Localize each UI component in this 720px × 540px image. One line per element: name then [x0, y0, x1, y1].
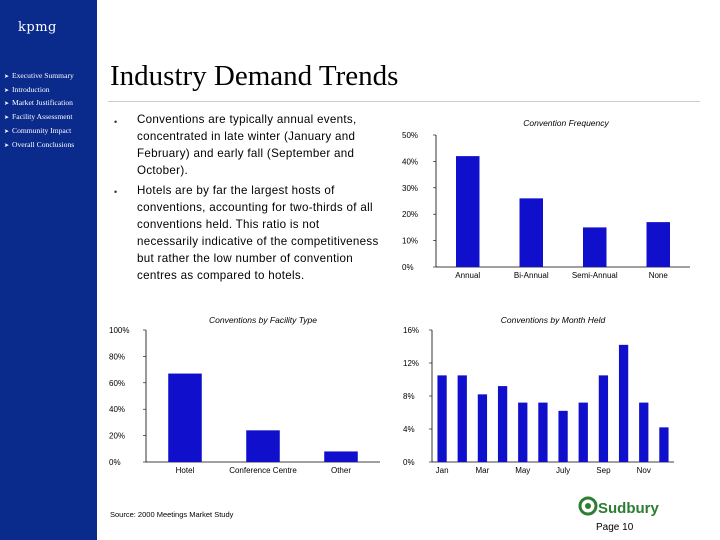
y-tick-label: 80% [109, 352, 125, 361]
chart-month-held: Conventions by Month Held 0% 4% 8% 12% 16% Jan… [392, 313, 682, 483]
sudbury-brand: Sudbury [598, 500, 659, 517]
x-tick-label: Hotel [176, 466, 195, 475]
sidebar: kpmg ➤ Executive Summary ➤ Introduction ➤ M… [0, 0, 97, 540]
bar-aug [578, 402, 588, 462]
bar-semi-annual [583, 227, 607, 267]
bar-conference-centre [246, 430, 280, 462]
source-note: Source: 2000 Meetings Market Study [110, 510, 234, 519]
arrow-icon: ➤ [4, 87, 10, 94]
chart-month-held-svg: Conventions by Month Held 0% 4% 8% 12% 16% Jan… [403, 315, 674, 475]
chart-title: Conventions by Month Held [501, 315, 606, 325]
y-tick-label: 30% [402, 184, 418, 193]
y-tick-label: 16% [403, 326, 419, 335]
bullet-marker-2: • [114, 187, 118, 197]
x-tick-label: Nov [637, 466, 651, 475]
chart-convention-frequency-svg: Convention Frequency 0% 10% 20% 30% 40% 50% Ann… [402, 118, 690, 280]
bullet-hotel-share: Hotels are by far the largest hosts of c… [137, 184, 379, 282]
bar-oct [618, 344, 629, 462]
x-tick-label: Bi-Annual [514, 271, 549, 280]
bar-july [558, 410, 568, 462]
y-tick-label: 4% [403, 425, 415, 434]
bullet-marker-1: • [114, 117, 118, 127]
nav-item-label: Facility Assessment [12, 112, 73, 122]
bar-dec [659, 427, 669, 462]
x-tick-label: Semi-Annual [572, 271, 618, 280]
bar-bi-annual [519, 198, 543, 267]
company-logo: kpmg [18, 20, 57, 35]
nav-item-introduction[interactable]: ➤ Introduction [4, 84, 74, 98]
arrow-icon: ➤ [4, 142, 10, 149]
bar-hotel [168, 373, 202, 462]
y-tick-label: 0% [402, 263, 414, 272]
bar-mar [477, 394, 488, 462]
x-tick-label: Mar [476, 466, 490, 475]
x-tick-label: May [515, 466, 530, 475]
bar-sep [598, 375, 609, 462]
title-divider [108, 101, 700, 102]
bar-jan [437, 375, 447, 462]
nav-item-overall-conclusions[interactable]: ➤ Overall Conclusions [4, 139, 74, 153]
arrow-icon: ➤ [4, 128, 10, 135]
x-tick-label: None [649, 271, 669, 280]
sudbury-logo-icon [578, 496, 598, 516]
bar-jun [538, 402, 548, 462]
nav-item-executive-summary[interactable]: ➤ Executive Summary [4, 70, 74, 84]
bar-nov [639, 402, 649, 462]
nav-item-community-impact[interactable]: ➤ Community Impact [4, 125, 74, 139]
chart-facility-type-svg: Conventions by Facility Type 0% 20% 40% 60% 8… [109, 315, 380, 475]
bar-other [324, 451, 358, 462]
y-tick-label: 50% [402, 131, 418, 140]
section-nav: ➤ Executive Summary ➤ Introduction ➤ Market… [4, 70, 74, 152]
y-tick-label: 40% [109, 405, 125, 414]
chart-convention-frequency: Convention Frequency 0% 10% 20% 30% 40% 50% Ann… [392, 112, 692, 292]
nav-item-label: Overall Conclusions [12, 139, 75, 149]
bar-none [646, 222, 670, 267]
page-number: Page 10 [596, 522, 634, 533]
y-tick-label: 0% [403, 458, 415, 467]
nav-item-facility-assessment[interactable]: ➤ Facility Assessment [4, 111, 74, 125]
bar-apr [497, 386, 508, 462]
arrow-icon: ➤ [4, 101, 10, 108]
x-tick-label: Annual [455, 271, 480, 280]
y-tick-label: 40% [402, 157, 418, 166]
bullet-conventions-timing: Conventions are typically annual events,… [137, 113, 357, 177]
nav-item-market-justification[interactable]: ➤ Market Justification [4, 97, 74, 111]
chart-title: Conventions by Facility Type [209, 315, 317, 325]
bar-may [518, 402, 528, 462]
arrow-icon: ➤ [4, 74, 10, 80]
x-tick-label: Other [331, 466, 351, 475]
y-tick-label: 20% [109, 432, 125, 441]
y-tick-label: 10% [402, 237, 418, 246]
arrow-icon: ➤ [4, 115, 10, 122]
x-tick-label: Sep [596, 466, 611, 475]
y-tick-label: 8% [403, 392, 415, 401]
bar-feb [457, 375, 467, 462]
nav-item-label: Executive Summary [12, 71, 74, 80]
x-tick-label: Jan [436, 466, 449, 475]
page-title: Industry Demand Trends [110, 60, 399, 92]
bar-annual [456, 156, 480, 267]
nav-item-label: Market Justification [12, 98, 73, 108]
nav-item-label: Community Impact [12, 125, 72, 135]
nav-item-label: Introduction [12, 84, 50, 94]
chart-facility-type: Conventions by Facility Type 0% 20% 40% 60% 8… [106, 313, 386, 483]
y-tick-label: 20% [402, 210, 418, 219]
y-tick-label: 12% [403, 359, 419, 368]
chart-title: Convention Frequency [523, 118, 609, 128]
y-tick-label: 60% [109, 379, 125, 388]
y-tick-label: 100% [109, 326, 129, 335]
y-tick-label: 0% [109, 458, 121, 467]
x-tick-label: Conference Centre [229, 466, 297, 475]
x-tick-label: July [556, 466, 570, 475]
